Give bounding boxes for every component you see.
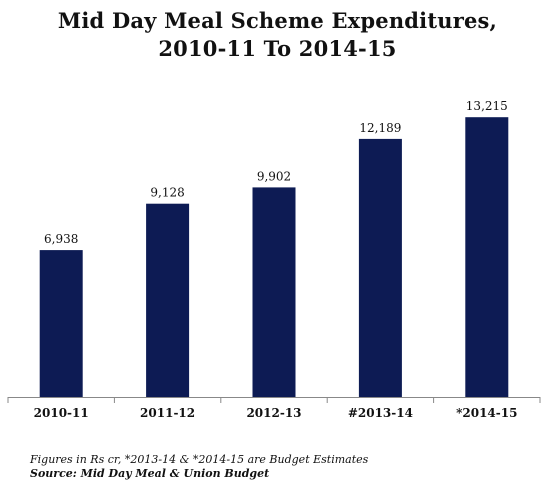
value-label: 9,902 xyxy=(257,169,291,183)
footnote-source: Source: Mid Day Meal & Union Budget xyxy=(30,467,270,480)
chart-title-line-1: Mid Day Meal Scheme Expenditures, xyxy=(57,8,498,33)
value-label: 13,215 xyxy=(466,99,508,113)
x-tick-label: 2012-13 xyxy=(246,406,301,420)
bar-2010-11 xyxy=(39,250,83,397)
value-labels: 6,938 9,128 9,902 12,189 13,215 xyxy=(44,99,508,246)
bar--2014-15 xyxy=(465,117,509,397)
value-label: 9,128 xyxy=(150,186,184,200)
bar-2012-13 xyxy=(252,187,296,397)
value-label: 12,189 xyxy=(359,121,401,135)
bar--2013-14 xyxy=(358,138,402,397)
x-tick-label: *2014-15 xyxy=(456,406,517,420)
x-axis: 2010-11 2011-12 2012-13 #2013-14 *2014-15 xyxy=(7,397,541,420)
x-tick-label: 2010-11 xyxy=(34,406,89,420)
x-tick-label: 2011-12 xyxy=(140,406,195,420)
value-label: 6,938 xyxy=(44,232,78,246)
bars xyxy=(39,117,509,397)
x-tick-label: #2013-14 xyxy=(348,406,413,420)
chart-title-line-2: 2010-11 To 2014-15 xyxy=(158,36,397,61)
footnote-figures: Figures in Rs cr, *2013-14 & *2014-15 ar… xyxy=(30,453,369,466)
bar-2011-12 xyxy=(146,203,190,397)
